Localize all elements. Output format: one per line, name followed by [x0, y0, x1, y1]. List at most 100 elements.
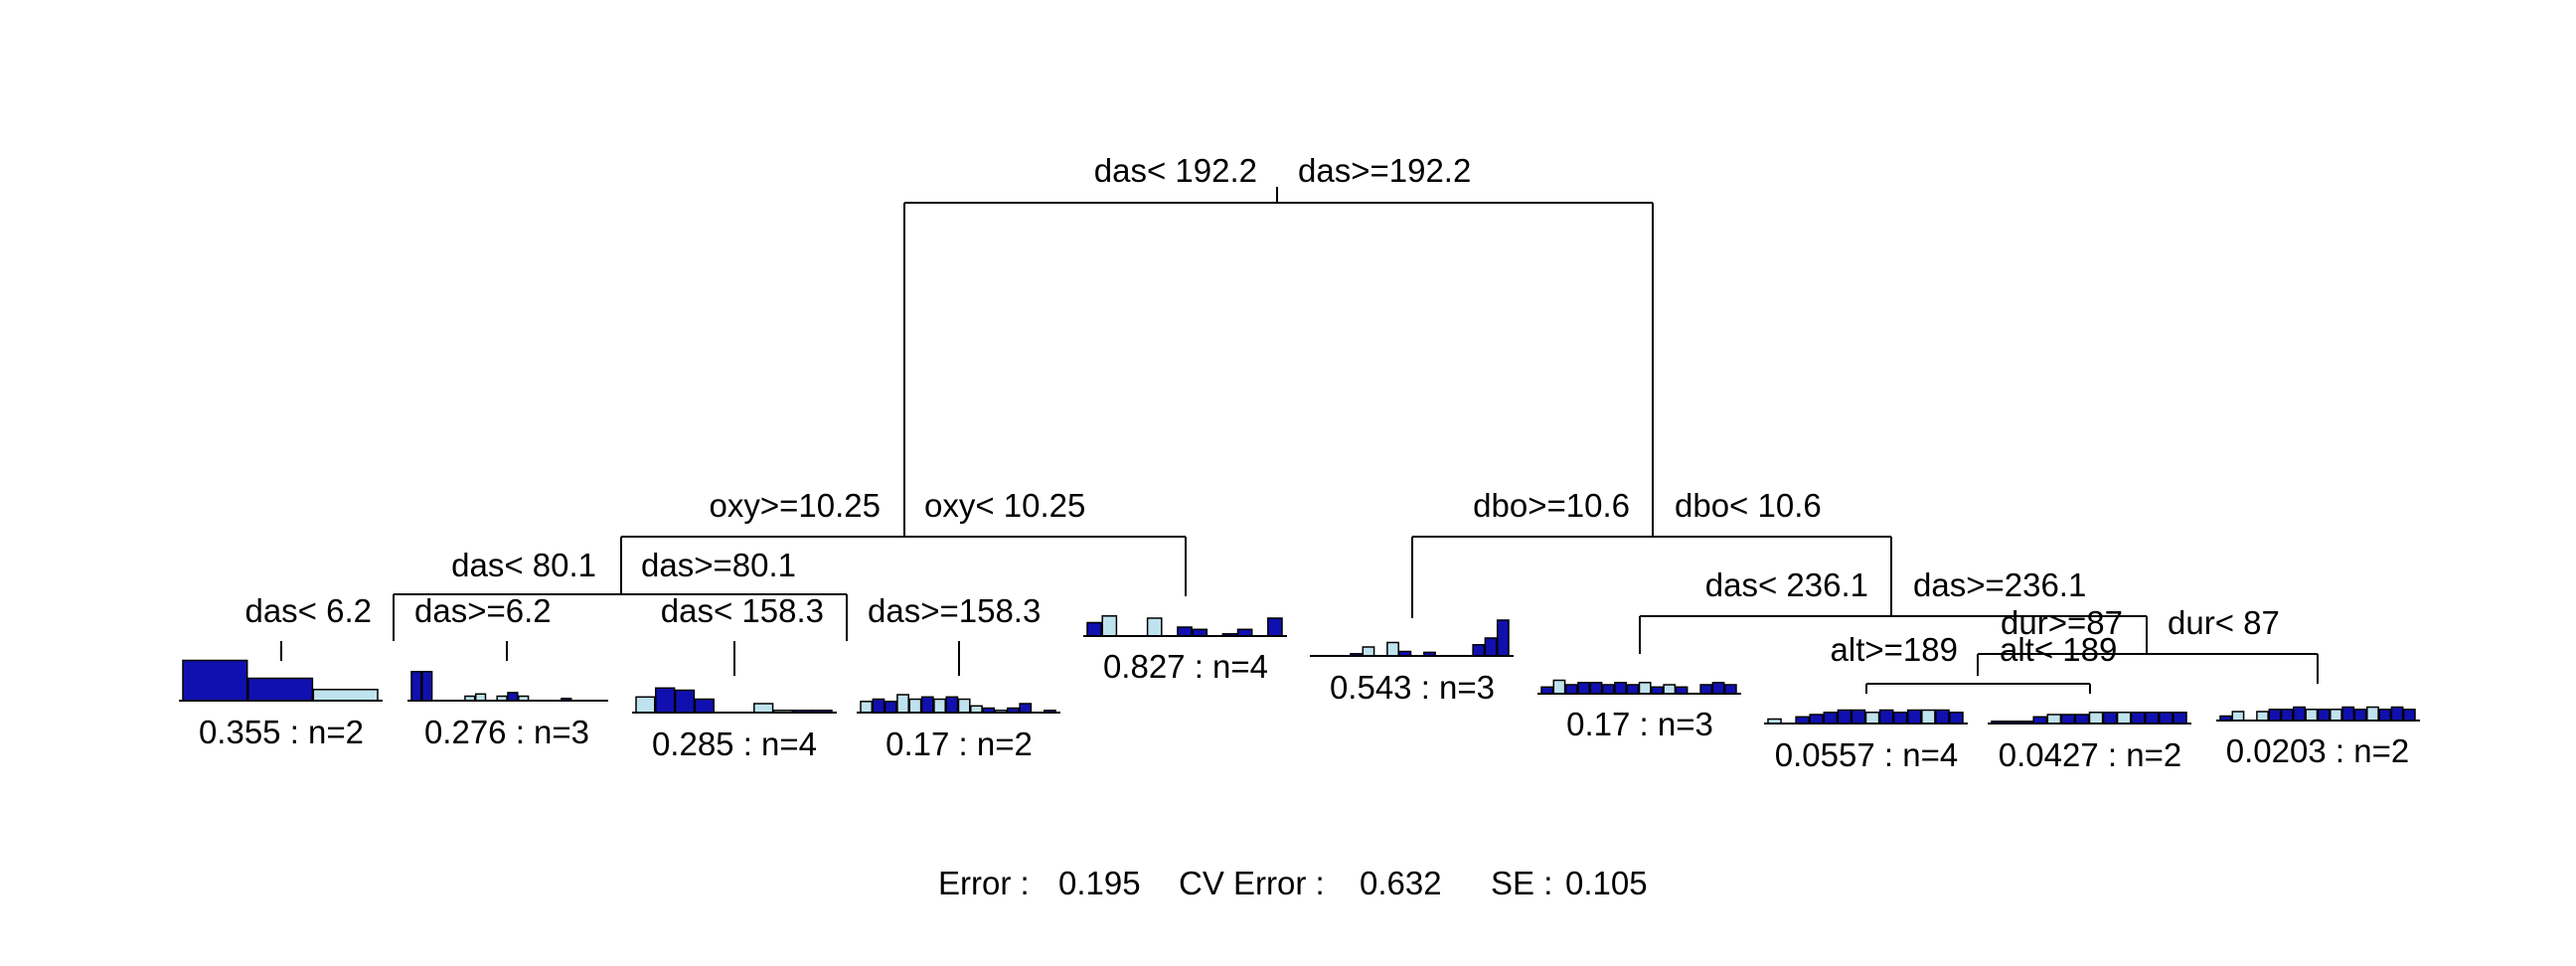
histogram-bar	[896, 694, 909, 714]
split-4-right: das>=80.1	[641, 547, 796, 583]
histogram-bar	[2280, 709, 2294, 722]
histogram-bar	[507, 692, 519, 702]
histogram-bar	[1019, 703, 1033, 714]
histogram-bar	[2353, 709, 2367, 722]
leaf-label-5: 0.827 : n=4	[1103, 648, 1268, 685]
histogram-bar	[753, 703, 774, 714]
split-7-right: das>=158.3	[868, 592, 1041, 629]
error-label: Error :	[938, 865, 1030, 901]
histogram-bar	[246, 677, 314, 702]
histogram-bar	[2074, 714, 2090, 724]
split-3-right: dbo< 10.6	[1675, 487, 1822, 524]
branch-das-158	[733, 641, 960, 676]
split-5-left: das< 236.1	[1705, 566, 1868, 603]
split-8-right: dur< 87	[2168, 604, 2280, 641]
histogram-bar	[1086, 621, 1102, 637]
leaf-label-10: 0.0203 : n=2	[2226, 732, 2409, 769]
histogram-bar	[1663, 684, 1677, 695]
histogram-bar	[872, 698, 886, 714]
histogram-bar	[1723, 684, 1737, 695]
histogram-bar	[1386, 641, 1399, 657]
histogram-bar	[1626, 684, 1640, 695]
histogram-bar	[1484, 637, 1498, 657]
leaf-label-2: 0.276 : n=3	[424, 714, 589, 750]
histogram-bar	[945, 696, 959, 714]
histogram-bar	[1892, 712, 1908, 724]
split-labels: das< 192.2 das>=192.2 oxy>=10.25 oxy< 10…	[244, 152, 2279, 668]
leaf-histogram-8	[1764, 709, 1968, 724]
leaf-histogram-6	[1310, 619, 1514, 657]
histogram-bar	[1878, 709, 1894, 724]
histogram-bar	[2378, 709, 2392, 722]
split-4-left: das< 80.1	[451, 547, 596, 583]
histogram-bar	[957, 698, 971, 714]
histogram-bar	[410, 671, 422, 702]
histogram-bar	[860, 701, 874, 714]
histogram-bar	[655, 687, 676, 714]
histogram-bar	[2305, 709, 2319, 722]
error-value: 0.195	[1058, 865, 1141, 901]
leaf-histogram-1	[179, 659, 383, 702]
histogram-bar	[1146, 617, 1163, 637]
histogram-bar	[1809, 714, 1825, 724]
leaf-label-4: 0.17 : n=2	[886, 725, 1033, 762]
histogram-bar	[2102, 712, 2118, 724]
leaf-label-3: 0.285 : n=4	[652, 725, 817, 762]
histogram-bar	[2293, 706, 2306, 722]
histogram-bar	[1362, 646, 1375, 657]
histogram-bar	[1921, 709, 1936, 724]
histogram-bar	[1823, 712, 1839, 724]
histogram-bar	[2256, 711, 2269, 722]
model-error-footer: Error : 0.195 CV Error : 0.632 SE : 0.10…	[938, 865, 1648, 901]
leaf-label-1: 0.355 : n=2	[199, 714, 364, 750]
histogram-bar	[884, 701, 897, 714]
histogram-bar	[1101, 615, 1118, 637]
histogram-bar	[182, 659, 248, 702]
leaf-label-6: 0.543 : n=3	[1330, 669, 1495, 706]
branch-dur	[1977, 653, 2319, 684]
branch-das-6	[280, 641, 508, 661]
histogram-bar	[1614, 682, 1627, 695]
histogram-bar	[2330, 709, 2342, 722]
leaf-label-8: 0.0557 : n=4	[1775, 736, 1958, 773]
histogram-bar	[908, 698, 922, 714]
histogram-bar	[2268, 709, 2282, 722]
cv-error-value: 0.632	[1360, 865, 1442, 901]
histogram-bar	[1699, 684, 1713, 695]
branch-alt	[1865, 683, 2091, 694]
split-6-left: das< 6.2	[244, 592, 372, 629]
histogram-bar	[674, 689, 696, 714]
histogram-bar	[933, 698, 946, 714]
histogram-bar	[1837, 709, 1852, 724]
histogram-bar	[2159, 712, 2174, 724]
split-1-left: das< 192.2	[1094, 152, 1257, 189]
histogram-bar	[1177, 626, 1193, 637]
histogram-bar	[1711, 682, 1725, 695]
histogram-bar	[1935, 709, 1950, 724]
histogram-bar	[2088, 712, 2104, 724]
leaf-histogram-5	[1083, 615, 1287, 637]
leaf-histograms	[179, 615, 2420, 724]
leaf-histogram-3	[632, 687, 837, 714]
split-9-right: alt< 189	[2000, 631, 2117, 668]
histogram-bar	[2145, 712, 2160, 724]
leaf-histogram-7	[1537, 679, 1741, 695]
split-5-right: das>=236.1	[1913, 566, 2086, 603]
histogram-bar	[2366, 706, 2379, 722]
histogram-bar	[1851, 709, 1866, 724]
histogram-bar	[2341, 706, 2355, 722]
histogram-bar	[421, 671, 433, 702]
histogram-bar	[1589, 682, 1603, 695]
histogram-bar	[1949, 712, 1964, 724]
histogram-bar	[1906, 709, 1922, 724]
split-3-left: dbo>=10.6	[1473, 487, 1630, 524]
histogram-bar	[2231, 711, 2245, 722]
leaf-labels: 0.355 : n=2 0.276 : n=3 0.285 : n=4 0.17…	[199, 648, 2409, 773]
histogram-bar	[2317, 709, 2331, 722]
histogram-bar	[2046, 714, 2062, 724]
leaf-label-7: 0.17 : n=3	[1566, 706, 1713, 742]
leaf-histogram-10	[2216, 706, 2420, 722]
split-2-right: oxy< 10.25	[924, 487, 1085, 524]
histogram-bar	[2390, 706, 2404, 722]
